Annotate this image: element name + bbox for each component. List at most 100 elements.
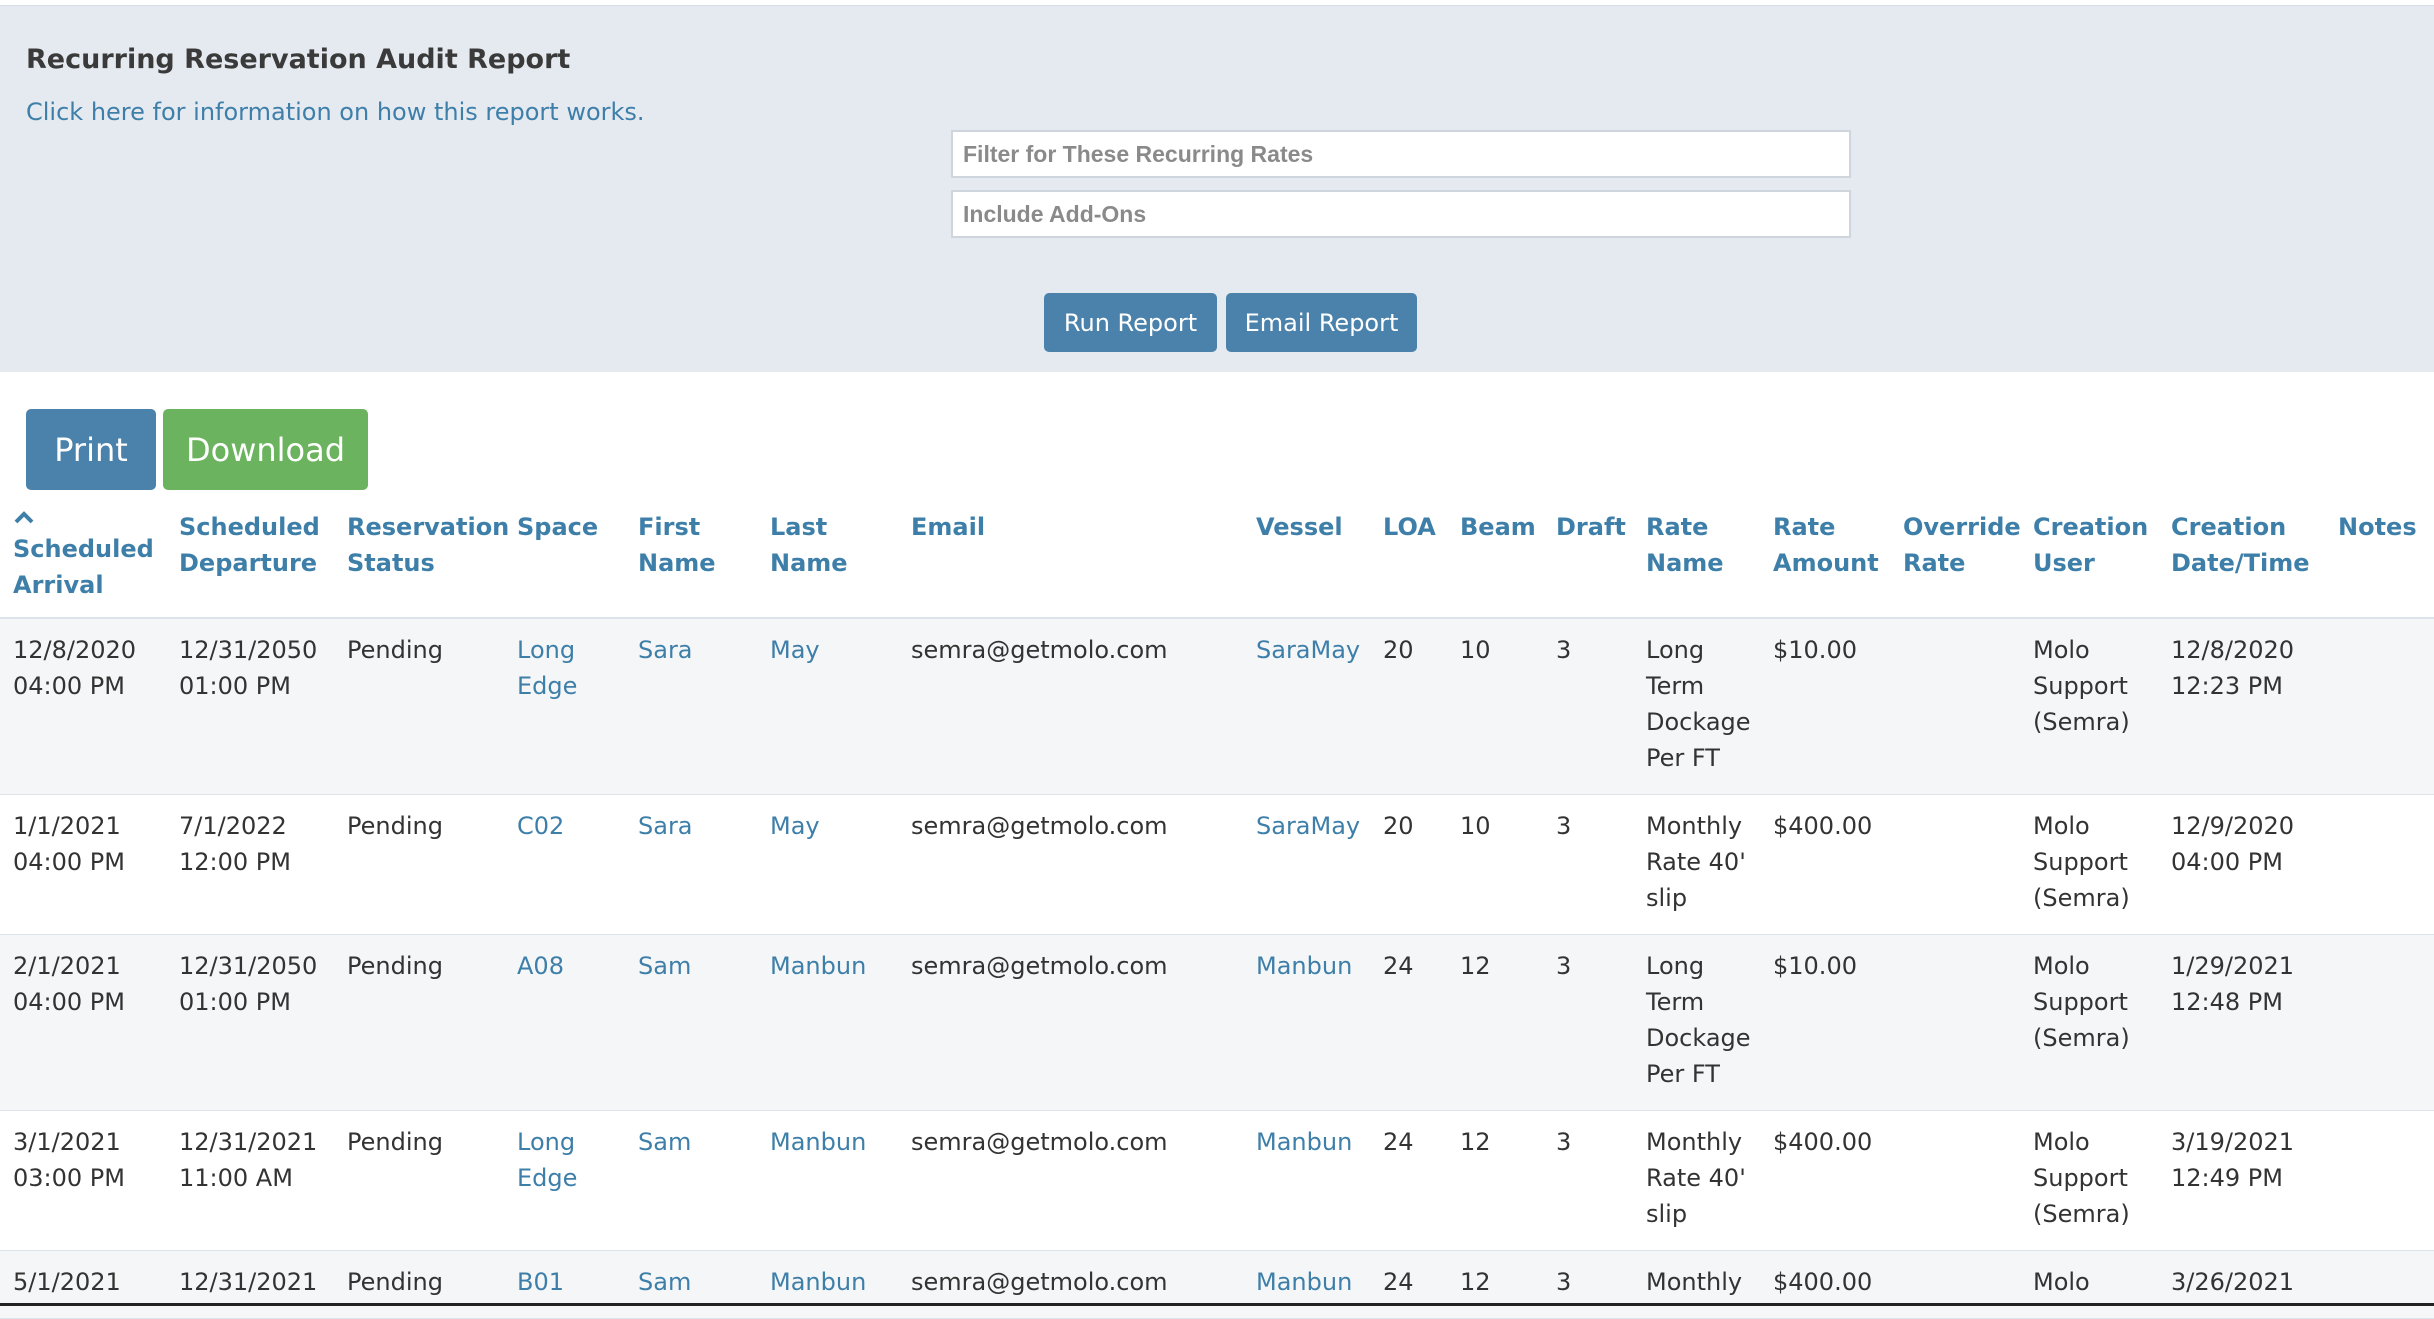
column-header[interactable]: Reservation Status: [334, 497, 509, 619]
download-button[interactable]: Download: [163, 409, 368, 490]
table-cell: Long Term Dockage Per FT: [1633, 934, 1760, 1111]
table-cell: B01: [504, 1250, 625, 1319]
creation-date-cell: 12:49 PM: [2171, 1164, 2283, 1192]
table-cell: Long Term Dockage Per FT: [1633, 618, 1760, 795]
table-cell: 12/31/2021: [166, 1250, 334, 1319]
space-link[interactable]: C02: [517, 812, 565, 840]
column-header[interactable]: Draft: [1543, 497, 1633, 619]
vessel-link[interactable]: SaraMay: [1256, 812, 1361, 840]
table-cell: 7/1/2022 12:00 PM: [166, 794, 334, 935]
rate-amount-cell: $10.00: [1773, 952, 1857, 980]
rate-amount-cell: $400.00: [1773, 812, 1873, 840]
column-header[interactable]: Scheduled Departure: [166, 497, 334, 619]
email-cell: semra@getmolo.com: [911, 1128, 1168, 1156]
print-button[interactable]: Print: [26, 409, 156, 490]
column-header[interactable]: Rate Amount: [1760, 497, 1890, 619]
table-cell: Pending: [334, 794, 504, 935]
vessel-link[interactable]: Manbun: [1256, 952, 1353, 980]
rate-name-cell: slip: [1646, 1200, 1688, 1228]
table-cell: Monthly Rate 40' slip: [1633, 1110, 1760, 1251]
column-header-label: Vessel: [1256, 513, 1343, 541]
email-cell: semra@getmolo.com: [911, 1268, 1168, 1296]
column-header-label: Beam: [1460, 513, 1536, 541]
table-cell: Sara: [625, 794, 757, 935]
arrival-cell: 3/1/2021: [13, 1128, 121, 1156]
status-cell: Pending: [347, 1128, 443, 1156]
column-header[interactable]: Email: [898, 497, 1243, 619]
departure-cell: 12/31/2021: [179, 1268, 318, 1296]
space-link[interactable]: A08: [517, 952, 564, 980]
recurring-rates-filter-input[interactable]: [951, 130, 1851, 178]
space-link[interactable]: Long: [517, 1128, 576, 1156]
table-cell: [2325, 618, 2434, 795]
space-link[interactable]: Edge: [517, 672, 578, 700]
table-cell: Long Edge: [504, 1110, 625, 1251]
table-cell: 20: [1370, 618, 1447, 795]
include-addons-input[interactable]: [951, 190, 1851, 238]
column-header[interactable]: Override Rate: [1890, 497, 2021, 619]
departure-cell: 7/1/2022: [179, 812, 287, 840]
column-header[interactable]: Space: [504, 497, 625, 619]
arrival-cell: 12/8/2020: [13, 636, 137, 664]
rate-name-cell: Long: [1646, 952, 1705, 980]
column-header[interactable]: Beam: [1447, 497, 1543, 619]
column-header-label: Creation: [2033, 513, 2149, 541]
column-header-label: Space: [517, 513, 599, 541]
report-table: Scheduled Arrival Scheduled Departure Reserv…: [0, 497, 2434, 1319]
column-header-label: Rate: [1646, 513, 1709, 541]
last-name-link[interactable]: May: [770, 636, 820, 664]
beam-cell: 10: [1460, 636, 1491, 664]
creation-date-cell: 12:48 PM: [2171, 988, 2283, 1016]
column-header[interactable]: Vessel: [1243, 497, 1370, 619]
first-name-link[interactable]: Sam: [638, 1268, 692, 1296]
column-header[interactable]: LOA: [1370, 497, 1447, 619]
loa-cell: 24: [1383, 1128, 1414, 1156]
creation-user-cell: (Semra): [2033, 1024, 2130, 1052]
first-name-link[interactable]: Sam: [638, 952, 692, 980]
table-cell: [1890, 1250, 2020, 1319]
first-name-link[interactable]: Sam: [638, 1128, 692, 1156]
space-link[interactable]: Edge: [517, 1164, 578, 1192]
last-name-link[interactable]: Manbun: [770, 1128, 867, 1156]
column-header[interactable]: Creation Date/Time: [2158, 497, 2325, 619]
last-name-link[interactable]: May: [770, 812, 820, 840]
table-cell: Molo: [2020, 1250, 2158, 1319]
column-header[interactable]: Rate Name: [1633, 497, 1760, 619]
creation-date-cell: 12/9/2020: [2171, 812, 2295, 840]
vessel-link[interactable]: SaraMay: [1256, 636, 1361, 664]
bottom-edge: [0, 1303, 2434, 1306]
column-header-label: Amount: [1773, 549, 1879, 577]
column-header-label: Email: [911, 513, 986, 541]
column-header[interactable]: First Name: [625, 497, 757, 619]
vessel-link[interactable]: Manbun: [1256, 1268, 1353, 1296]
column-header[interactable]: Notes: [2325, 497, 2434, 619]
column-header-label: Rate: [1903, 549, 1966, 577]
table-cell: 3: [1543, 934, 1633, 1111]
departure-cell: 12:00 PM: [179, 848, 291, 876]
column-header[interactable]: Scheduled Arrival: [0, 497, 166, 619]
last-name-link[interactable]: Manbun: [770, 1268, 867, 1296]
table-row: 1/1/2021 04:00 PM 7/1/2022 12:00 PM Pending C…: [0, 794, 2434, 935]
vessel-link[interactable]: Manbun: [1256, 1128, 1353, 1156]
draft-cell: 3: [1556, 636, 1572, 664]
creation-user-cell: Support: [2033, 672, 2128, 700]
table-cell: Pending: [334, 618, 504, 795]
space-link[interactable]: Long: [517, 636, 576, 664]
table-cell: 12: [1447, 1110, 1543, 1251]
first-name-link[interactable]: Sara: [638, 812, 693, 840]
table-cell: semra@getmolo.com: [898, 794, 1243, 935]
last-name-link[interactable]: Manbun: [770, 952, 867, 980]
column-header[interactable]: Last Name: [757, 497, 898, 619]
info-link[interactable]: Click here for information on how this r…: [26, 98, 645, 126]
beam-cell: 12: [1460, 1128, 1491, 1156]
table-cell: 3/1/2021 03:00 PM: [0, 1110, 166, 1251]
email-report-button[interactable]: Email Report: [1226, 293, 1417, 352]
first-name-link[interactable]: Sara: [638, 636, 693, 664]
space-link[interactable]: B01: [517, 1268, 565, 1296]
departure-cell: 12/31/2021: [179, 1128, 318, 1156]
table-cell: 12: [1447, 934, 1543, 1111]
run-report-button[interactable]: Run Report: [1044, 293, 1217, 352]
chevron-up-icon: [13, 509, 160, 531]
table-cell: 3/26/2021: [2158, 1250, 2325, 1319]
column-header[interactable]: Creation User: [2020, 497, 2158, 619]
